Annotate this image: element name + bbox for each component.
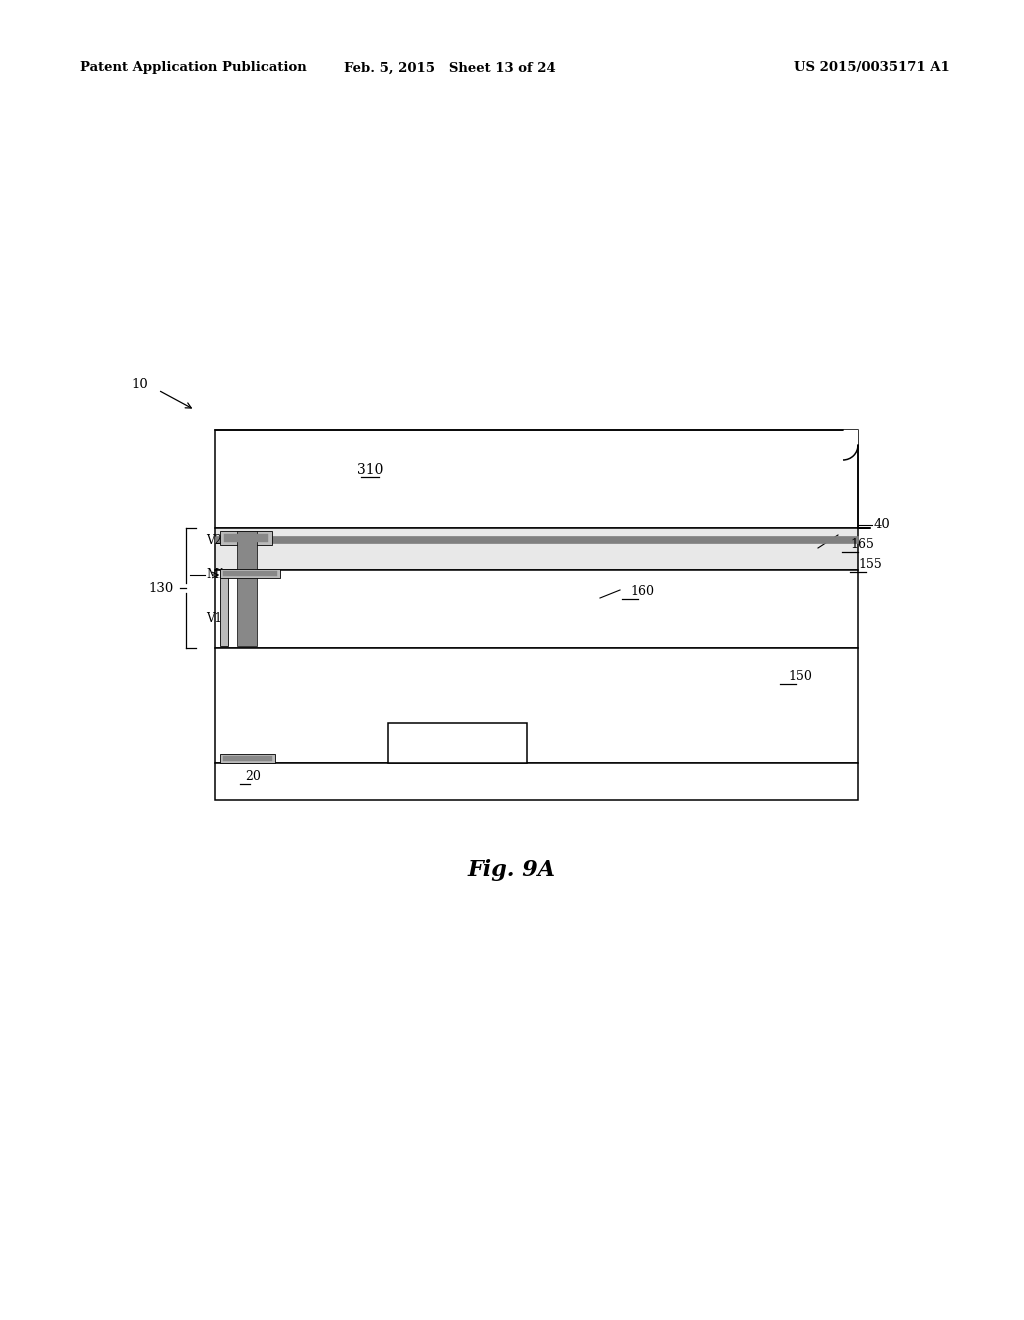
Text: US 2015/0035171 A1: US 2015/0035171 A1 <box>795 62 950 74</box>
Bar <box>237 570 257 645</box>
Bar <box>215 536 858 543</box>
Text: V2: V2 <box>206 533 222 546</box>
Bar <box>843 430 858 445</box>
Text: 155: 155 <box>858 558 882 572</box>
Text: 160: 160 <box>630 585 654 598</box>
Text: 130: 130 <box>148 582 174 594</box>
Bar <box>223 756 272 762</box>
Text: 40: 40 <box>874 519 891 532</box>
Bar <box>215 430 858 528</box>
Bar <box>215 570 858 648</box>
Text: Patent Application Publication: Patent Application Publication <box>80 62 307 74</box>
Bar <box>215 528 858 570</box>
Text: 165: 165 <box>850 539 873 550</box>
Bar <box>224 535 268 543</box>
Text: M1: M1 <box>206 569 225 582</box>
Text: Fig. 9A: Fig. 9A <box>468 859 556 880</box>
Bar <box>220 531 272 545</box>
Text: 20: 20 <box>245 770 261 783</box>
Bar <box>215 763 858 800</box>
Bar <box>223 572 278 576</box>
Text: 140: 140 <box>408 737 432 750</box>
Bar <box>220 754 275 763</box>
Text: 150: 150 <box>788 671 812 682</box>
Bar <box>388 723 527 763</box>
Text: Feb. 5, 2015   Sheet 13 of 24: Feb. 5, 2015 Sheet 13 of 24 <box>344 62 556 74</box>
Text: 10: 10 <box>131 379 148 392</box>
Bar <box>220 569 280 578</box>
Text: V1: V1 <box>206 611 222 624</box>
Bar <box>220 570 228 645</box>
Text: 310: 310 <box>356 463 383 477</box>
Bar <box>215 648 858 763</box>
Bar <box>237 531 257 570</box>
